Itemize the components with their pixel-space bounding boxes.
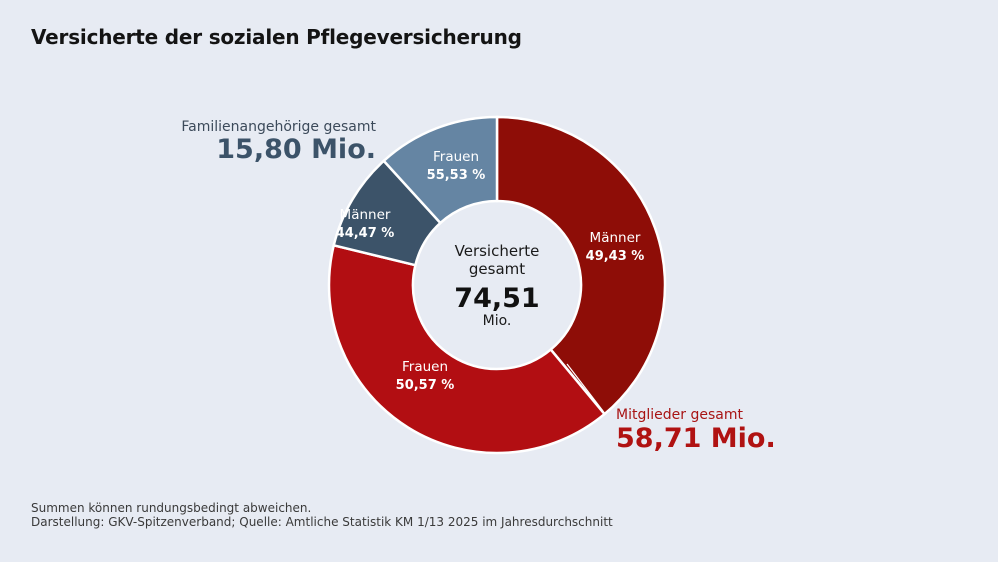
- center-label-line2: gesamt: [469, 260, 525, 278]
- slice-percent-2: 44,47 %: [336, 226, 395, 241]
- center-total-unit: Mio.: [483, 313, 512, 329]
- donut-slice-mitglieder-maenner: [495, 115, 667, 416]
- slice-label-1: Frauen: [402, 359, 448, 375]
- familie-group-label: Familienangehörige gesamt: [181, 119, 376, 135]
- footer-note: Summen können rundungsbedingt abweichen.: [31, 501, 312, 515]
- slice-percent-0: 49,43 %: [586, 249, 645, 264]
- slice-label-2: Männer: [340, 207, 391, 223]
- slice-label-3: Frauen: [433, 149, 479, 165]
- donut-slice-familie-frauen: [382, 115, 499, 225]
- segment-labels: Männer 49,43 % Frauen 50,57 % Männer 44,47 % F…: [336, 149, 645, 393]
- center-total-value: 74,51: [454, 283, 539, 314]
- mitglieder-group-total: 58,71 Mio.: [616, 423, 776, 454]
- footer: Summen können rundungsbedingt abweichen.…: [31, 501, 613, 529]
- slice-percent-3: 55,53 %: [427, 168, 486, 183]
- mitglieder-group-label: Mitglieder gesamt: [616, 407, 743, 423]
- center-label-line1: Versicherte: [455, 242, 540, 260]
- familie-group-total: 15,80 Mio.: [216, 134, 376, 165]
- slice-label-0: Männer: [590, 230, 641, 246]
- footer-source: Darstellung: GKV-Spitzenverband; Quelle:…: [31, 515, 613, 529]
- slice-percent-1: 50,57 %: [396, 378, 455, 393]
- mitglieder-leader-line: [566, 363, 604, 412]
- donut-slice-mitglieder-frauen: [327, 243, 607, 455]
- donut-segments: [327, 115, 667, 455]
- chart-title: Versicherte der sozialen Pflegeversicher…: [31, 25, 522, 49]
